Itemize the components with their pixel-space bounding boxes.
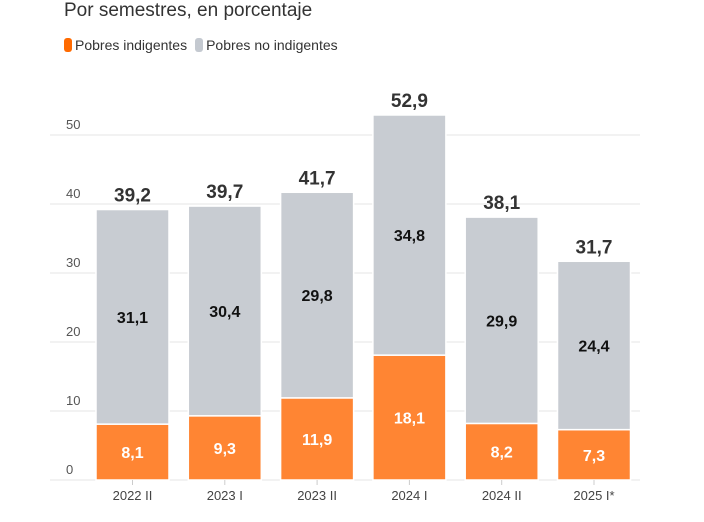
bar-value-label: 29,9 [486,313,517,330]
bar-value-label: 30,4 [209,304,240,321]
y-tick-label: 0 [66,462,73,477]
legend-label: Pobres indigentes [75,37,188,53]
bar-total-label: 39,7 [206,182,243,203]
bar-value-label: 18,1 [394,411,425,428]
bar-value-label: 31,1 [117,310,148,327]
x-tick-label: 2023 II [297,488,337,503]
bar-segment-no-indigentes [372,114,447,356]
x-tick-label: 2022 II [113,488,153,503]
bar-value-label: 24,4 [578,338,609,355]
y-tick-label: 20 [66,324,80,339]
y-tick-label: 10 [66,393,80,408]
bar-segment-no-indigentes [279,191,355,399]
y-tick-label: 40 [66,186,80,201]
y-tick-label: 50 [66,117,80,132]
legend-item-no-indigentes[interactable]: Pobres no indigentes [195,37,338,53]
legend: Pobres indigentes Pobres no indigentes [64,37,338,53]
bar-total-label: 38,1 [483,193,520,214]
bar-total-label: 52,9 [391,91,428,112]
bar-segment-indigentes [95,423,170,481]
bar-total-label: 39,2 [114,186,151,207]
legend-swatch [195,38,204,52]
bar-total-label: 41,7 [299,168,336,189]
bar-segment-no-indigentes [187,205,263,417]
x-tick-label: 2023 I [207,488,243,503]
bar-value-label: 7,3 [583,448,605,465]
x-tick-label: 2024 I [391,488,427,503]
legend-swatch [64,38,72,52]
bar-segment-indigentes [187,415,263,481]
bar-segment-indigentes [464,422,539,481]
bar-value-label: 8,1 [121,445,143,462]
bar-value-label: 29,8 [302,288,333,305]
bar-total-label: 31,7 [576,237,613,258]
bar-segment-no-indigentes [95,208,170,425]
bar-segment-no-indigentes [556,260,632,431]
chart-subtitle: Por semestres, en porcentaje [64,0,313,21]
bar-value-label: 9,3 [214,441,236,458]
x-tick-label: 2024 II [482,488,522,503]
bar-value-label: 34,8 [394,228,425,245]
y-tick-label: 30 [66,255,80,270]
bar-value-label: 8,2 [491,445,513,462]
bar-value-label: 11,9 [302,432,332,449]
x-tick-label: 2025 I* [573,488,614,503]
bar-segment-indigentes [279,397,355,481]
legend-label: Pobres no indigentes [206,37,338,53]
legend-item-indigentes[interactable]: Pobres indigentes [64,37,187,53]
bar-segment-no-indigentes [464,216,539,425]
